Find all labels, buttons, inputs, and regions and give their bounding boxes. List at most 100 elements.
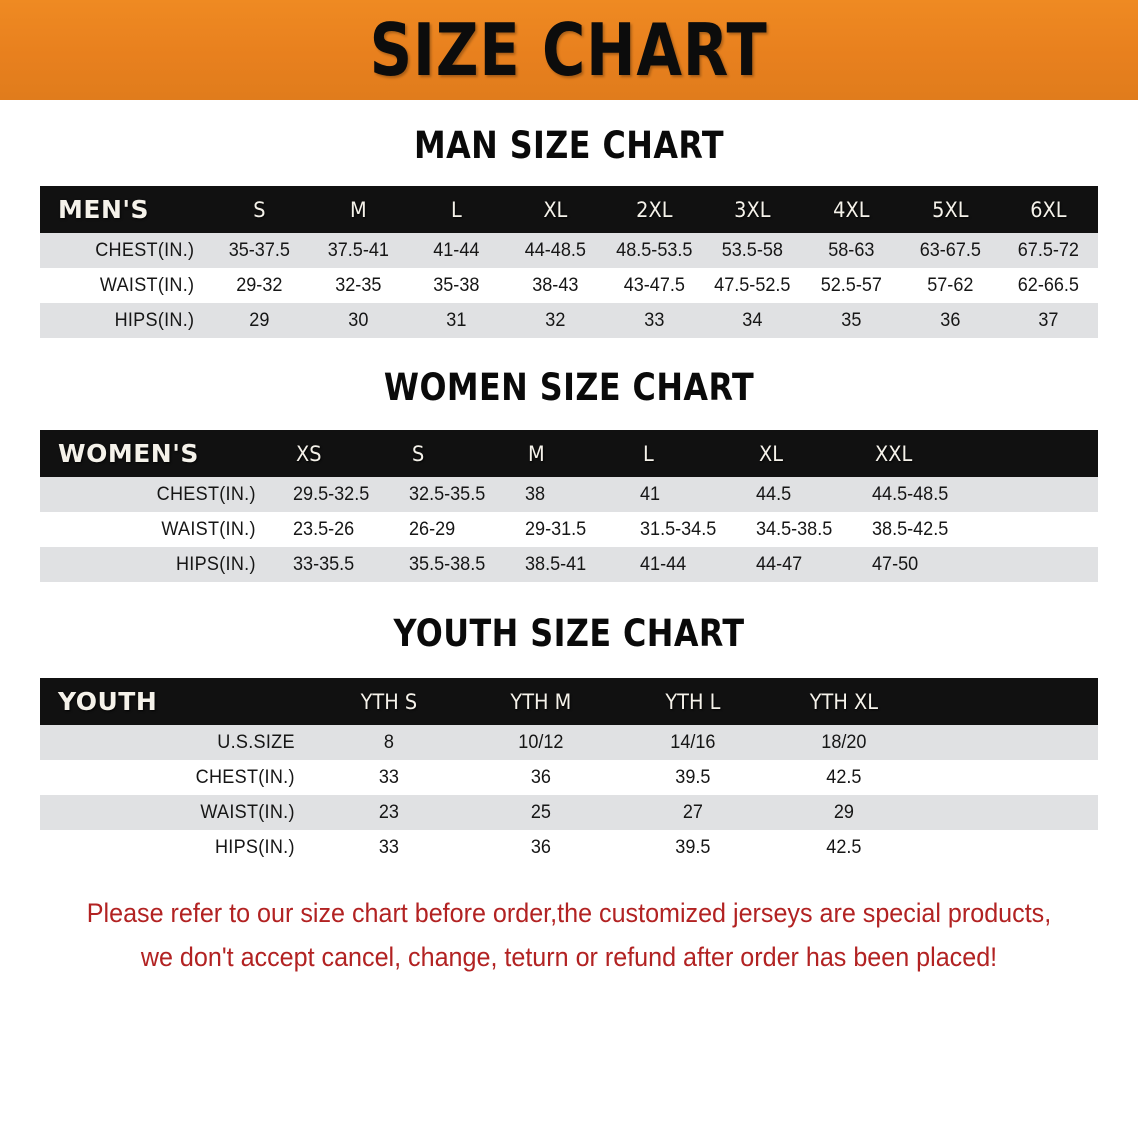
women-table-body: CHEST(IN.) 29.5-32.5 32.5-35.5 38 41 44.… xyxy=(40,477,1098,582)
table-cell: 44-48.5 xyxy=(524,239,586,261)
youth-size-header: YTH XL xyxy=(809,689,879,714)
table-row: HIPS(IN.) 33-35.5 35.5-38.5 38.5-41 41-4… xyxy=(40,547,1098,582)
table-cell: 34.5-38.5 xyxy=(756,518,833,540)
table-cell: 37.5-41 xyxy=(327,239,389,261)
table-cell: 23.5-26 xyxy=(292,518,355,540)
man-corner-label: MEN'S xyxy=(58,195,150,224)
page-title: SIZE CHART xyxy=(370,8,768,92)
row-label: CHEST(IN.) xyxy=(156,483,256,505)
row-label: CHEST(IN.) xyxy=(95,239,195,261)
table-cell: 38.5-41 xyxy=(524,553,586,575)
disclaimer-line-1: Please refer to our size chart before or… xyxy=(86,898,1052,928)
row-label: CHEST(IN.) xyxy=(195,766,295,788)
table-cell: 29 xyxy=(834,801,855,823)
man-size-table: MEN'S S M L XL 2XL 3XL 4XL 5XL 6XL CHEST… xyxy=(40,186,1098,338)
table-cell: 52.5-57 xyxy=(820,274,882,296)
row-label: HIPS(IN.) xyxy=(214,836,295,858)
table-cell: 38 xyxy=(524,483,545,505)
table-cell: 31.5-34.5 xyxy=(640,518,717,540)
table-cell: 35.5-38.5 xyxy=(408,553,486,575)
table-row: CHEST(IN.) 33 36 39.5 42.5 xyxy=(40,760,1098,795)
table-row: WAIST(IN.) 23 25 27 29 xyxy=(40,795,1098,830)
row-spacer xyxy=(971,477,1095,512)
row-label: HIPS(IN.) xyxy=(175,553,256,575)
table-cell: 29 xyxy=(249,309,270,331)
table-row: CHEST(IN.) 35-37.5 37.5-41 41-44 44-48.5… xyxy=(40,233,1098,268)
table-cell: 42.5 xyxy=(826,766,862,788)
table-cell: 67.5-72 xyxy=(1018,239,1080,261)
table-cell: 41-44 xyxy=(433,239,480,261)
youth-size-table: YOUTH YTH S YTH M YTH L YTH XL U.S.SIZE … xyxy=(40,678,1098,865)
table-cell: 36 xyxy=(939,309,960,331)
page-banner: SIZE CHART xyxy=(0,0,1138,100)
table-cell: 48.5-53.5 xyxy=(615,239,693,261)
women-section-title: WOMEN SIZE CHART xyxy=(383,366,755,409)
table-cell: 35-38 xyxy=(433,274,480,296)
table-cell: 14/16 xyxy=(669,731,715,753)
women-size-header: XXL xyxy=(875,441,913,466)
man-size-header: L xyxy=(451,197,463,222)
table-row: HIPS(IN.) 29 30 31 32 33 34 35 36 37 xyxy=(40,303,1098,338)
table-cell: 33 xyxy=(378,766,399,788)
table-cell: 37 xyxy=(1038,309,1059,331)
women-size-header: L xyxy=(643,441,655,466)
man-section-title: MAN SIZE CHART xyxy=(413,124,725,167)
youth-size-header: YTH S xyxy=(360,689,418,714)
table-cell: 43-47.5 xyxy=(623,274,685,296)
row-label: WAIST(IN.) xyxy=(161,518,256,540)
table-cell: 35-37.5 xyxy=(228,239,290,261)
table-cell: 44.5 xyxy=(756,483,792,505)
table-cell: 29-32 xyxy=(236,274,283,296)
man-size-header: 4XL xyxy=(833,197,870,222)
table-cell: 29.5-32.5 xyxy=(292,483,370,505)
women-table-wrapper: WOMEN'S XS S M L XL XXL CHEST(IN.) 29.5-… xyxy=(40,430,1098,582)
youth-size-header: YTH L xyxy=(664,689,720,714)
youth-table-head: YOUTH YTH S YTH M YTH L YTH XL xyxy=(40,678,1098,725)
table-cell: 38-43 xyxy=(532,274,579,296)
table-cell: 58-63 xyxy=(828,239,875,261)
row-spacer xyxy=(971,547,1095,582)
table-cell: 42.5 xyxy=(826,836,862,858)
table-row: CHEST(IN.) 29.5-32.5 32.5-35.5 38 41 44.… xyxy=(40,477,1098,512)
women-corner-label: WOMEN'S xyxy=(58,439,199,468)
man-table-head: MEN'S S M L XL 2XL 3XL 4XL 5XL 6XL xyxy=(40,186,1098,233)
disclaimer-line-2: we don't accept cancel, change, teturn o… xyxy=(140,942,998,972)
table-cell: 32 xyxy=(545,309,566,331)
table-cell: 44-47 xyxy=(756,553,803,575)
youth-section-title: YOUTH SIZE CHART xyxy=(393,612,745,655)
youth-header-spacer xyxy=(927,678,1091,725)
row-label: U.S.SIZE xyxy=(217,731,295,753)
table-row: WAIST(IN.) 29-32 32-35 35-38 38-43 43-47… xyxy=(40,268,1098,303)
table-cell: 8 xyxy=(383,731,394,753)
table-cell: 18/20 xyxy=(821,731,867,753)
youth-header-row: YOUTH YTH S YTH M YTH L YTH XL xyxy=(40,678,1098,725)
table-cell: 44.5-48.5 xyxy=(872,483,949,505)
man-header-row: MEN'S S M L XL 2XL 3XL 4XL 5XL 6XL xyxy=(40,186,1098,233)
table-cell: 29-31.5 xyxy=(524,518,586,540)
table-row: WAIST(IN.) 23.5-26 26-29 29-31.5 31.5-34… xyxy=(40,512,1098,547)
table-cell: 47-50 xyxy=(872,553,919,575)
man-size-header: 2XL xyxy=(635,197,673,222)
man-size-header: 6XL xyxy=(1030,197,1067,222)
man-size-header: 3XL xyxy=(734,197,771,222)
row-spacer xyxy=(924,760,1093,795)
table-cell: 36 xyxy=(530,766,551,788)
table-cell: 39.5 xyxy=(674,836,710,858)
table-cell: 47.5-52.5 xyxy=(714,274,791,296)
man-size-header: XL xyxy=(543,197,568,222)
women-size-header: XS xyxy=(296,441,322,466)
table-cell: 23 xyxy=(378,801,399,823)
table-cell: 30 xyxy=(347,309,369,331)
row-spacer xyxy=(971,512,1095,547)
table-cell: 57-62 xyxy=(926,274,974,296)
table-cell: 62-66.5 xyxy=(1018,274,1080,296)
table-cell: 32-35 xyxy=(334,274,382,296)
row-label: WAIST(IN.) xyxy=(99,274,195,296)
table-row: U.S.SIZE 8 10/12 14/16 18/20 xyxy=(40,725,1098,760)
women-size-header: M xyxy=(527,441,545,466)
man-table-body: CHEST(IN.) 35-37.5 37.5-41 41-44 44-48.5… xyxy=(40,233,1098,338)
man-size-header: S xyxy=(253,197,266,222)
table-cell: 53.5-58 xyxy=(721,239,784,261)
women-table-head: WOMEN'S XS S M L XL XXL xyxy=(40,430,1098,477)
table-cell: 33 xyxy=(378,836,399,858)
